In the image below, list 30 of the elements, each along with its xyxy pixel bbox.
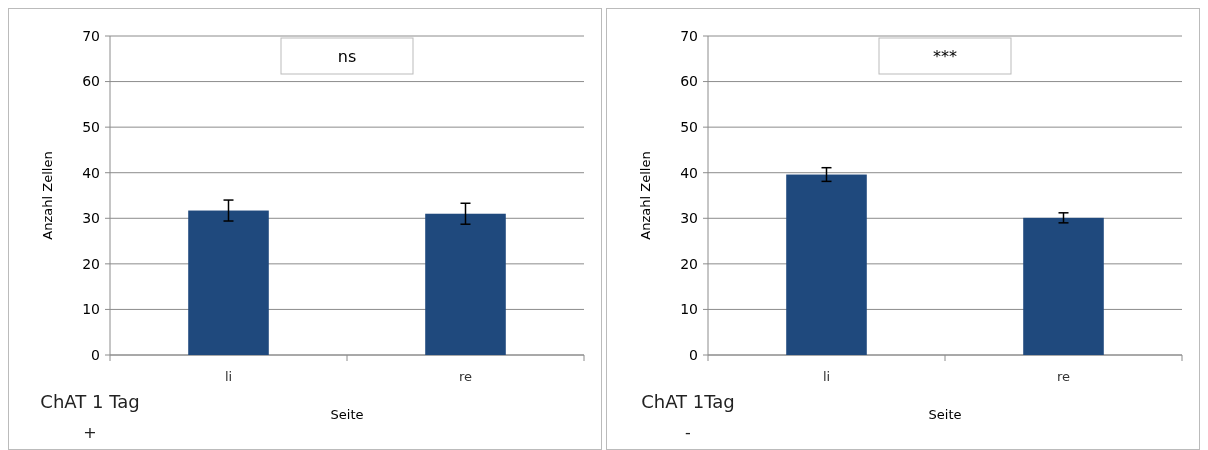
x-axis-title: Seite xyxy=(928,407,962,422)
y-tick-label: 0 xyxy=(91,346,100,363)
y-tick-label: 70 xyxy=(680,27,698,44)
y-tick-label: 40 xyxy=(680,164,698,181)
y-tick-label: 70 xyxy=(82,27,100,44)
y-axis-title: Anzahl Zellen xyxy=(40,151,55,240)
y-tick-label: 50 xyxy=(82,119,100,136)
annotation: *** xyxy=(933,46,957,66)
annotation: ns xyxy=(337,46,357,66)
text: ChAT 1 Tag xyxy=(40,391,140,412)
y-tick-label: 10 xyxy=(82,301,100,318)
y-tick-label: 40 xyxy=(82,164,100,181)
text: ChAT 1Tag xyxy=(641,391,735,412)
y-tick-label: 20 xyxy=(82,255,100,272)
y-tick-label: 20 xyxy=(680,255,698,272)
y-tick-label: 60 xyxy=(82,73,100,90)
y-tick-label: 30 xyxy=(680,210,698,227)
y-tick-label: 50 xyxy=(680,119,698,136)
y-tick-label: 0 xyxy=(689,346,698,363)
y-axis-title: Anzahl Zellen xyxy=(638,151,653,240)
x-tick-label: re xyxy=(1056,369,1071,384)
x-axis-title: Seite xyxy=(330,407,364,422)
x-tick-label: li xyxy=(224,369,233,384)
x-tick-label: re xyxy=(458,369,473,384)
y-tick-label: 60 xyxy=(680,73,698,90)
y-tick-label: 10 xyxy=(680,301,698,318)
y-tick-label: 30 xyxy=(82,210,100,227)
text: - xyxy=(685,423,691,442)
text: + xyxy=(83,423,97,442)
x-tick-label: li xyxy=(822,369,831,384)
